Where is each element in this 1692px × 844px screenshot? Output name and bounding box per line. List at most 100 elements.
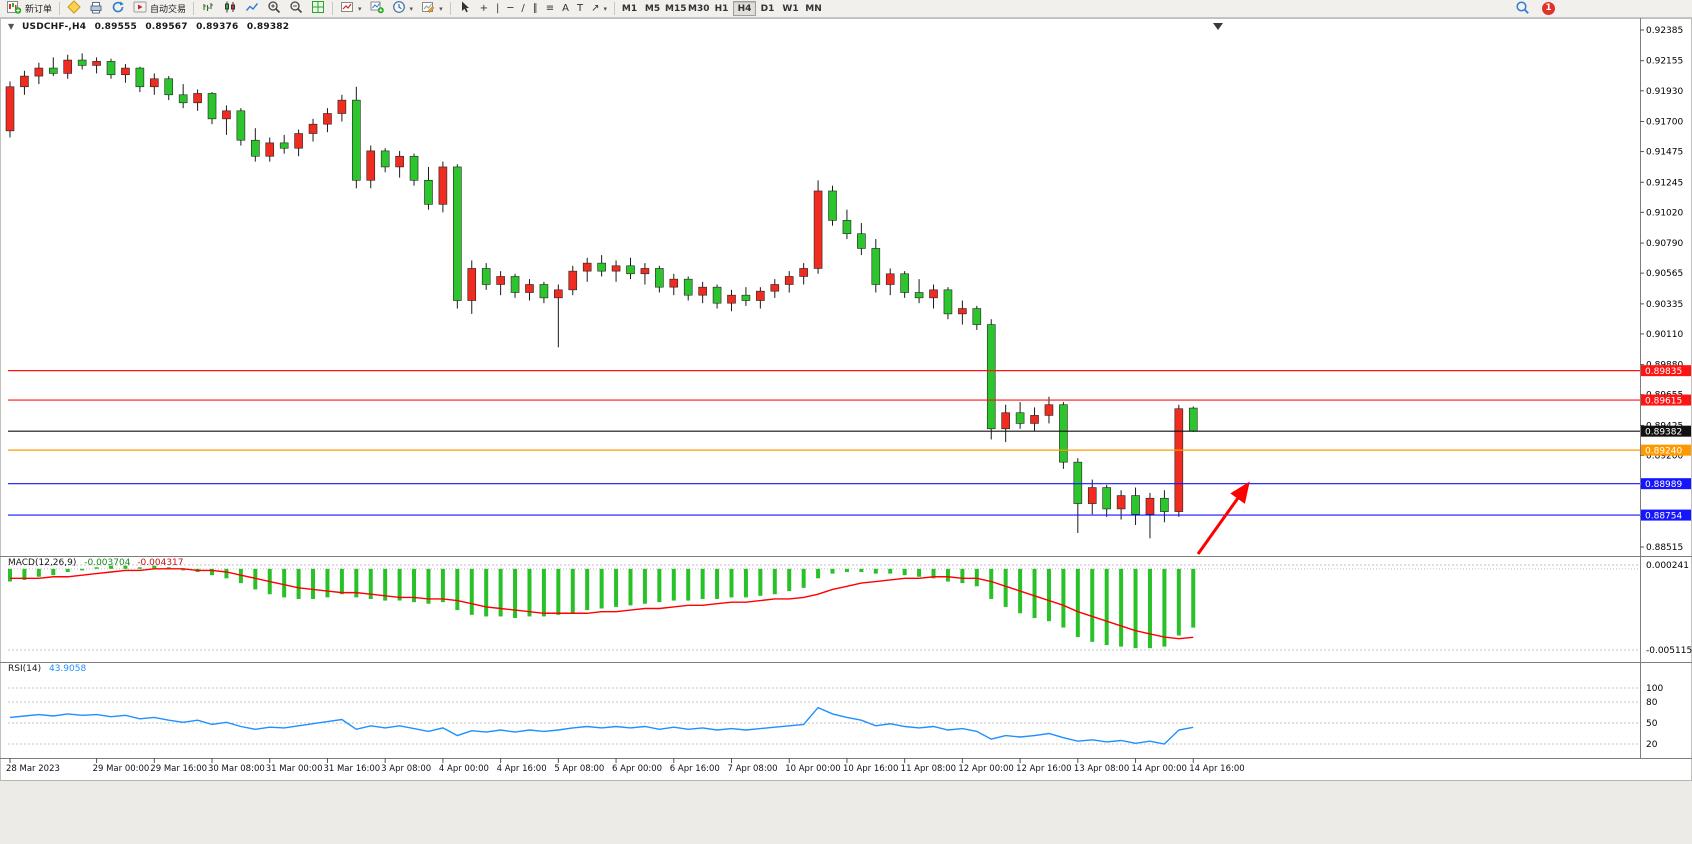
zoom-in-button[interactable] bbox=[263, 1, 285, 17]
periods-button[interactable]: ▾ bbox=[388, 1, 418, 17]
candle-up bbox=[568, 270, 578, 291]
candle-up bbox=[770, 284, 780, 292]
svg-text:80: 80 bbox=[1646, 698, 1658, 708]
candle-down bbox=[972, 308, 982, 325]
candle-down bbox=[48, 67, 58, 74]
macd-bar bbox=[166, 567, 171, 569]
template-icon bbox=[421, 0, 435, 17]
fibonacci-tool-button[interactable]: ≡ bbox=[542, 1, 558, 17]
new-order-button[interactable]: 新订单 bbox=[3, 1, 56, 17]
timeframe-mn-button[interactable]: MN bbox=[802, 1, 825, 16]
macd-bar bbox=[614, 568, 619, 607]
timeframe-m5-button[interactable]: M5 bbox=[641, 1, 664, 16]
indicators-button[interactable]: ▾ bbox=[336, 1, 366, 17]
macd-signal-line bbox=[10, 568, 1194, 640]
candle-down bbox=[943, 289, 953, 315]
timeframe-d1-button[interactable]: D1 bbox=[756, 1, 779, 16]
arrows-tool-button[interactable]: ↗ ▾ bbox=[587, 1, 611, 17]
horizontal-line-tool-button[interactable]: ─ bbox=[503, 1, 517, 17]
timeframe-m30-button[interactable]: M30 bbox=[687, 1, 710, 16]
candle-down bbox=[236, 110, 246, 141]
one-click-trading-toggle[interactable]: ▼ bbox=[8, 22, 15, 31]
svg-text:14 Apr 00:00: 14 Apr 00:00 bbox=[1132, 764, 1187, 774]
candle-up bbox=[525, 284, 534, 293]
macd-bar bbox=[974, 568, 979, 587]
candle-down bbox=[986, 324, 996, 430]
candle-down bbox=[106, 61, 116, 76]
pivot-line-badge bbox=[1641, 444, 1691, 456]
auto-trading-button[interactable]: 自动交易 bbox=[129, 1, 190, 17]
new-order-icon bbox=[7, 0, 22, 17]
print-button[interactable] bbox=[85, 1, 107, 17]
resistance-line-2-badge bbox=[1641, 394, 1691, 406]
candle-up bbox=[1044, 404, 1054, 416]
macd-bar bbox=[1046, 568, 1051, 622]
toolbar-separator bbox=[193, 2, 195, 15]
candle-up bbox=[1087, 487, 1097, 504]
timeframe-m1-button[interactable]: M1 bbox=[618, 1, 641, 16]
timeframe-h1-button[interactable]: H1 bbox=[710, 1, 733, 16]
add-indicator-button[interactable] bbox=[366, 1, 388, 17]
chevron-down-icon: ▾ bbox=[409, 4, 414, 13]
macd-bar bbox=[931, 568, 936, 579]
chart-shift-marker[interactable] bbox=[1213, 23, 1223, 30]
line-chart-button[interactable] bbox=[241, 1, 263, 17]
channel-tool-button[interactable]: ∥ bbox=[529, 1, 542, 17]
timeframe-m15-button[interactable]: M15 bbox=[664, 1, 687, 16]
text-tool-button[interactable]: A bbox=[558, 1, 573, 17]
price-axis[interactable]: 0.92385 0.92155 0.91930 0.91700 0.91475 0.912… bbox=[1640, 26, 1683, 553]
horizontal-lines[interactable]: 0.89835 0.89615 0.89382 0.89240 0.88989 0.887… bbox=[8, 365, 1691, 522]
svg-text:0.90110: 0.90110 bbox=[1646, 330, 1683, 340]
candle-down bbox=[207, 93, 217, 120]
candlestick-chart-button[interactable] bbox=[219, 1, 241, 17]
chart-canvas[interactable]: 0.92385 0.92155 0.91930 0.91700 0.91475 0.912… bbox=[0, 18, 1692, 844]
candle-down bbox=[683, 278, 693, 296]
candle-up bbox=[5, 86, 15, 132]
candle-up bbox=[265, 142, 275, 157]
refresh-button[interactable] bbox=[107, 1, 129, 17]
support-line-1-badge bbox=[1641, 478, 1691, 490]
candle-down bbox=[842, 220, 852, 235]
timeframe-w1-button[interactable]: W1 bbox=[779, 1, 802, 16]
templates-button[interactable]: ▾ bbox=[417, 1, 447, 17]
bar-chart-button[interactable] bbox=[197, 1, 219, 17]
candle-down bbox=[279, 142, 289, 149]
notification-badge[interactable]: 1 bbox=[1542, 2, 1555, 15]
macd-bar bbox=[816, 568, 821, 579]
macd-bar bbox=[671, 568, 676, 601]
candle-up bbox=[799, 268, 808, 277]
macd-bar bbox=[397, 568, 402, 601]
search-button[interactable] bbox=[1511, 0, 1534, 17]
macd-bar bbox=[1061, 568, 1066, 628]
candle-down bbox=[1102, 487, 1111, 510]
vertical-line-tool-button[interactable]: | bbox=[492, 1, 503, 17]
horizontal-line-icon: ─ bbox=[507, 2, 514, 14]
candle-up bbox=[958, 308, 967, 315]
printer-icon bbox=[89, 0, 103, 17]
macd-bar bbox=[311, 568, 316, 599]
macd-bar bbox=[354, 568, 359, 598]
line-chart-icon bbox=[245, 0, 259, 17]
svg-text:10 Apr 16:00: 10 Apr 16:00 bbox=[843, 764, 898, 774]
text-label-tool-button[interactable]: T bbox=[573, 1, 587, 17]
macd-bar bbox=[556, 568, 561, 615]
svg-text:28 Mar 2023: 28 Mar 2023 bbox=[6, 764, 60, 774]
svg-text:0.91020: 0.91020 bbox=[1646, 208, 1683, 218]
svg-text:0.92155: 0.92155 bbox=[1646, 57, 1683, 67]
zoom-out-button[interactable] bbox=[285, 1, 307, 17]
trendline-tool-button[interactable]: / bbox=[517, 1, 528, 17]
crosshair-tool-button[interactable]: + bbox=[476, 1, 492, 17]
candle-down bbox=[251, 139, 260, 157]
time-axis[interactable]: 28 Mar 2023 29 Mar 00:00 29 Mar 16:00 30 Ma… bbox=[6, 758, 1245, 774]
up-arrow-annotation[interactable] bbox=[1196, 481, 1250, 555]
macd-bar bbox=[1104, 568, 1109, 646]
macd-bar bbox=[960, 568, 965, 584]
tile-windows-button[interactable] bbox=[307, 1, 329, 17]
candle-up bbox=[885, 273, 895, 285]
metaeditor-button[interactable] bbox=[63, 0, 85, 17]
timeframe-h4-button[interactable]: H4 bbox=[733, 1, 756, 16]
vertical-line-icon: | bbox=[495, 2, 500, 14]
candle-up bbox=[1001, 412, 1010, 430]
candle-up bbox=[150, 78, 159, 88]
cursor-tool-button[interactable] bbox=[454, 1, 476, 17]
